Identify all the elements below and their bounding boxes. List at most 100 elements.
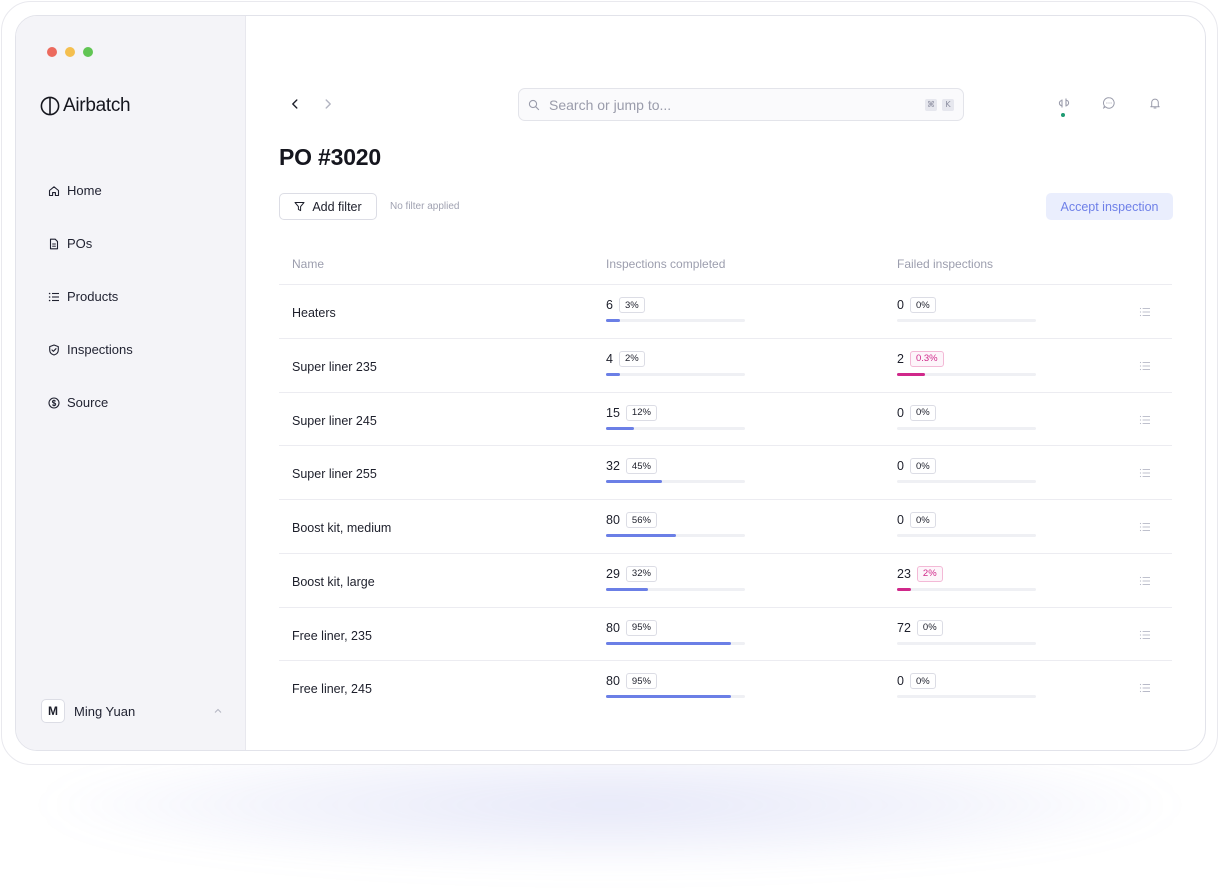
integration-button[interactable] <box>1057 96 1071 110</box>
row-details-icon[interactable] <box>1139 682 1151 694</box>
completed-count: 32 <box>606 459 620 474</box>
notifications-button[interactable] <box>1148 96 1162 110</box>
shield-check-icon <box>49 343 59 356</box>
failed-count: 0 <box>897 459 904 474</box>
back-button[interactable] <box>287 96 303 112</box>
inspections-completed-cell: 15 12% <box>606 404 745 435</box>
failed-progress-bar <box>897 372 1036 376</box>
sidebar: Airbatch Home POs Products Inspections S… <box>16 16 246 750</box>
completed-percent-badge: 56% <box>625 512 657 528</box>
failed-count: 0 <box>897 674 904 689</box>
bell-icon <box>1150 98 1160 109</box>
failed-percent-badge: 0% <box>909 512 936 528</box>
inspections-completed-cell: 80 95% <box>606 619 745 650</box>
table-row[interactable]: Super liner 235 4 2% 2 0.3% <box>279 339 1172 393</box>
completed-progress-fill <box>606 372 620 376</box>
failed-progress-bar <box>897 587 1036 591</box>
completed-progress-fill <box>606 641 732 645</box>
window-controls <box>47 47 93 57</box>
failed-percent-badge: 0% <box>916 619 943 636</box>
table-row[interactable]: Boost kit, large 29 32% 23 2% <box>279 554 1172 608</box>
dollar-circle-icon <box>48 396 60 409</box>
avatar: M <box>41 699 65 723</box>
maximize-window-button[interactable] <box>83 47 93 57</box>
completed-count: 80 <box>606 620 620 635</box>
sidebar-item-label: Inspections <box>67 342 133 357</box>
failed-count: 0 <box>897 298 904 312</box>
failed-progress-bar <box>897 641 1036 645</box>
row-details-icon[interactable] <box>1139 629 1151 641</box>
user-menu[interactable]: M Ming Yuan <box>41 699 226 723</box>
search-placeholder: Search or jump to... <box>549 96 672 113</box>
inspections-completed-cell: 32 45% <box>606 458 745 488</box>
column-header-name[interactable]: Name <box>292 257 325 271</box>
app-logo[interactable]: Airbatch <box>40 95 131 117</box>
failed-inspections-cell: 72 0% <box>897 619 1036 650</box>
row-details-icon[interactable] <box>1139 467 1151 479</box>
failed-progress-bar <box>897 695 1036 699</box>
product-name: Boost kit, medium <box>292 521 392 535</box>
table-row[interactable]: Free liner, 245 80 95% 0 0% <box>279 661 1172 715</box>
failed-progress-bar <box>897 480 1036 484</box>
row-details-icon[interactable] <box>1139 414 1151 426</box>
completed-progress-fill <box>606 426 634 430</box>
column-header-inspections-completed[interactable]: Inspections completed <box>606 257 726 271</box>
failed-inspections-cell: 2 0.3% <box>897 350 1036 381</box>
product-name: Boost kit, large <box>292 574 375 589</box>
connected-status-dot <box>1061 113 1065 117</box>
search-input[interactable]: Search or jump to... ⌘ K <box>518 88 964 121</box>
row-details-icon[interactable] <box>1139 360 1151 372</box>
sidebar-item-label: POs <box>67 236 93 251</box>
row-details-icon[interactable] <box>1139 575 1151 587</box>
forward-button[interactable] <box>320 96 336 112</box>
completed-progress-fill <box>606 587 648 591</box>
sidebar-item-pos[interactable]: POs <box>48 217 133 270</box>
row-details-icon[interactable] <box>1139 306 1151 318</box>
completed-count: 15 <box>606 405 620 420</box>
failed-inspections-cell: 0 0% <box>897 673 1036 703</box>
table-row[interactable]: Super liner 255 32 45% 0 0% <box>279 446 1172 500</box>
sidebar-item-products[interactable]: Products <box>48 270 133 323</box>
messages-button[interactable] <box>1102 96 1116 110</box>
table-row[interactable]: Super liner 245 15 12% 0 0% <box>279 393 1172 447</box>
minimize-window-button[interactable] <box>65 47 75 57</box>
failed-progress-bar <box>897 319 1036 322</box>
table-row[interactable]: Boost kit, medium 80 56% 0 0% <box>279 500 1172 554</box>
quickbooks-icon <box>1058 98 1070 108</box>
failed-inspections-cell: 23 2% <box>897 565 1036 596</box>
app-window: Airbatch Home POs Products Inspections S… <box>15 15 1206 751</box>
completed-count: 29 <box>606 566 620 581</box>
failed-count: 0 <box>897 513 904 527</box>
completed-progress-bar <box>606 319 745 322</box>
home-icon <box>48 185 60 196</box>
table-row[interactable]: Free liner, 235 80 95% 72 0% <box>279 608 1172 662</box>
completed-percent-badge: 45% <box>625 458 657 475</box>
shortcut-key-cmd: ⌘ <box>925 98 937 111</box>
completed-percent-badge: 2% <box>618 350 645 367</box>
filter-status: No filter applied <box>390 201 460 212</box>
failed-percent-badge: 0% <box>909 404 936 421</box>
page-title: PO #3020 <box>279 144 381 170</box>
completed-count: 6 <box>606 298 613 312</box>
sidebar-item-home[interactable]: Home <box>48 164 133 217</box>
failed-inspections-cell: 0 0% <box>897 458 1036 488</box>
product-name: Free liner, 235 <box>292 628 372 643</box>
failed-inspections-cell: 0 0% <box>897 404 1036 435</box>
close-window-button[interactable] <box>47 47 57 57</box>
inspections-table: Name Inspections completed Failed inspec… <box>279 247 1172 715</box>
filter-icon <box>294 202 305 212</box>
product-name: Free liner, 245 <box>292 682 372 697</box>
add-filter-button[interactable]: Add filter <box>279 193 377 220</box>
inspections-completed-cell: 80 95% <box>606 673 745 703</box>
sidebar-item-source[interactable]: Source <box>48 376 133 429</box>
inspections-completed-cell: 29 32% <box>606 565 745 596</box>
sidebar-item-inspections[interactable]: Inspections <box>48 323 133 376</box>
table-body: Heaters 6 3% 0 0% Super liner 235 4 2% 2 0.3% Supe… <box>279 285 1172 715</box>
add-filter-label: Add filter <box>312 199 362 214</box>
row-details-icon[interactable] <box>1139 521 1151 533</box>
column-header-failed-inspections[interactable]: Failed inspections <box>897 257 994 271</box>
completed-progress-bar <box>606 641 745 645</box>
table-row[interactable]: Heaters 6 3% 0 0% <box>279 285 1172 339</box>
accept-inspection-button[interactable]: Accept inspection <box>1046 193 1173 220</box>
completed-percent-badge: 12% <box>625 404 657 421</box>
